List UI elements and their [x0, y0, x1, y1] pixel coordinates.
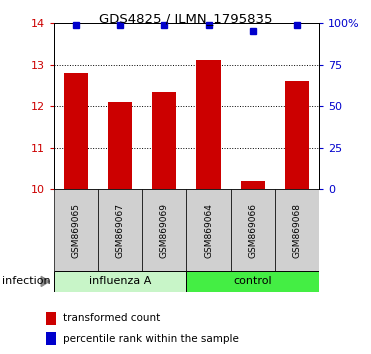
Bar — [46, 312, 56, 325]
Bar — [152, 92, 177, 189]
Bar — [275, 189, 319, 271]
Polygon shape — [41, 276, 49, 286]
Text: GSM869068: GSM869068 — [292, 202, 302, 258]
Bar — [186, 189, 231, 271]
Text: transformed count: transformed count — [63, 313, 160, 323]
Text: control: control — [233, 276, 272, 286]
Bar — [64, 73, 88, 189]
Bar — [108, 102, 132, 189]
Text: GSM869065: GSM869065 — [71, 202, 81, 258]
Bar — [142, 189, 186, 271]
Text: GSM869069: GSM869069 — [160, 202, 169, 258]
Text: infection: infection — [2, 276, 50, 286]
Bar — [186, 271, 319, 292]
Bar — [231, 189, 275, 271]
Text: GSM869067: GSM869067 — [116, 202, 125, 258]
Bar — [240, 181, 265, 189]
Bar — [285, 81, 309, 189]
Text: GSM869064: GSM869064 — [204, 202, 213, 258]
Bar — [54, 271, 186, 292]
Text: percentile rank within the sample: percentile rank within the sample — [63, 333, 239, 343]
Text: GSM869066: GSM869066 — [248, 202, 257, 258]
Bar — [54, 189, 98, 271]
Bar — [46, 332, 56, 345]
Bar — [196, 61, 221, 189]
Bar — [98, 189, 142, 271]
Text: GDS4825 / ILMN_1795835: GDS4825 / ILMN_1795835 — [99, 12, 272, 25]
Text: influenza A: influenza A — [89, 276, 151, 286]
